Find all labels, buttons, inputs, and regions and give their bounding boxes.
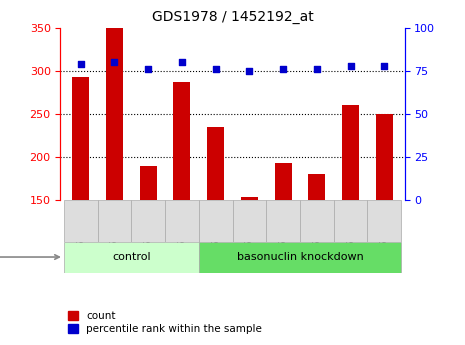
Point xyxy=(212,66,219,72)
Bar xyxy=(173,82,190,329)
Title: GDS1978 / 1452192_at: GDS1978 / 1452192_at xyxy=(152,10,313,24)
Text: protocol: protocol xyxy=(0,252,59,262)
Bar xyxy=(334,200,367,242)
Bar xyxy=(106,28,123,329)
Point xyxy=(178,59,186,65)
Point xyxy=(246,68,253,73)
Bar xyxy=(199,241,401,273)
Bar xyxy=(308,174,326,329)
Point xyxy=(313,66,320,72)
Bar xyxy=(199,200,232,242)
Point xyxy=(145,66,152,72)
Bar xyxy=(165,200,199,242)
Bar xyxy=(140,166,157,329)
Bar xyxy=(207,127,224,329)
Bar xyxy=(64,241,199,273)
Bar xyxy=(232,200,266,242)
Bar xyxy=(64,200,98,242)
Point xyxy=(347,63,354,68)
Point xyxy=(111,59,118,65)
Text: basonuclin knockdown: basonuclin knockdown xyxy=(237,252,363,262)
Bar xyxy=(266,200,300,242)
Bar xyxy=(98,200,131,242)
Bar xyxy=(300,200,334,242)
Point xyxy=(77,61,85,67)
Bar xyxy=(241,197,258,329)
Point xyxy=(380,63,388,68)
Point xyxy=(279,66,287,72)
Legend: count, percentile rank within the sample: count, percentile rank within the sample xyxy=(66,309,265,336)
Bar xyxy=(376,114,393,329)
Bar xyxy=(131,200,165,242)
Bar xyxy=(72,77,89,329)
Text: control: control xyxy=(112,252,151,262)
Bar xyxy=(275,163,292,329)
Bar xyxy=(342,105,359,329)
Bar xyxy=(367,200,401,242)
